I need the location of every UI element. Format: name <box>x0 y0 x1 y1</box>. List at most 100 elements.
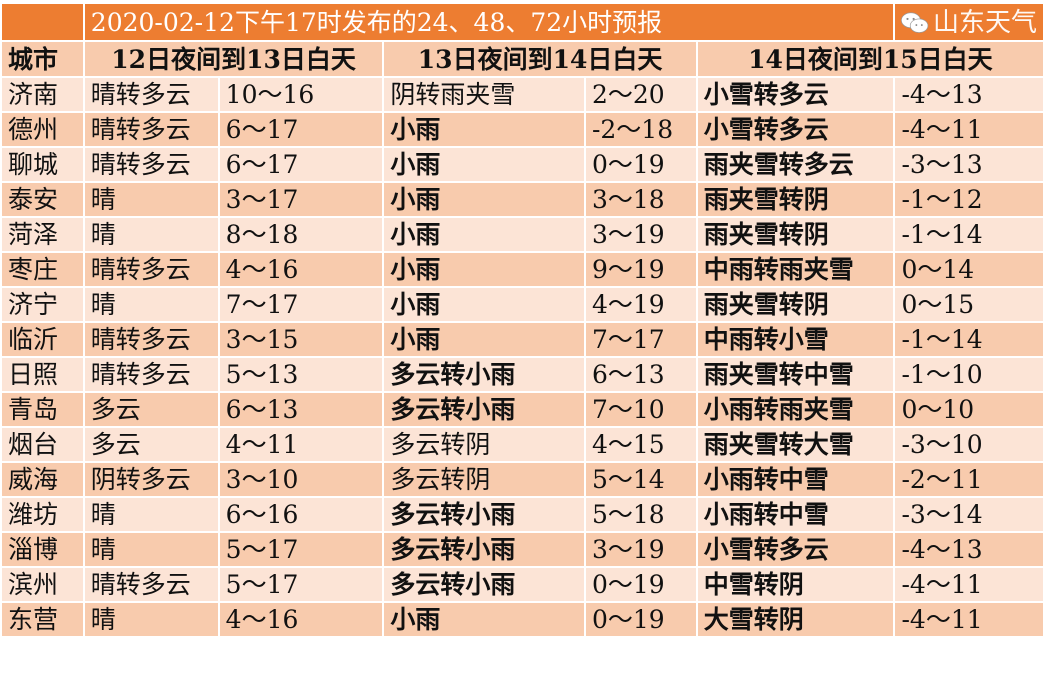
weather-period-3[interactable]: 小雨转中雪 <box>695 496 896 533</box>
temp-period-3[interactable]: -2～11 <box>893 461 1045 498</box>
weather-period-2[interactable]: 小雨 <box>382 216 586 253</box>
weather-period-1[interactable]: 晴转多云 <box>82 111 220 148</box>
temp-period-1[interactable]: 5～17 <box>217 566 385 603</box>
temp-period-3[interactable]: 0～15 <box>893 286 1045 323</box>
temp-period-2[interactable]: 0～19 <box>583 601 698 638</box>
weather-period-3[interactable]: 雨夹雪转大雪 <box>695 426 896 463</box>
temp-period-2[interactable]: 9～19 <box>583 251 698 288</box>
title-blank-cell[interactable] <box>0 2 85 42</box>
temp-period-2[interactable]: 4～15 <box>583 426 698 463</box>
temp-period-1[interactable]: 3～15 <box>217 321 385 358</box>
table-title[interactable]: 2020-02-12下午17时发布的24、48、72小时预报 <box>82 2 896 42</box>
temp-period-1[interactable]: 8～18 <box>217 216 385 253</box>
weather-period-1[interactable]: 阴转多云 <box>82 461 220 498</box>
weather-period-3[interactable]: 大雪转阴 <box>695 601 896 638</box>
title-blank-cell[interactable] <box>893 2 1045 42</box>
weather-period-1[interactable]: 晴 <box>82 601 220 638</box>
weather-period-1[interactable]: 晴转多云 <box>82 566 220 603</box>
city-cell[interactable]: 菏泽 <box>0 216 85 253</box>
city-cell[interactable]: 滨州 <box>0 566 85 603</box>
city-cell[interactable]: 德州 <box>0 111 85 148</box>
temp-period-2[interactable]: 0～19 <box>583 146 698 183</box>
weather-period-2[interactable]: 多云转阴 <box>382 426 586 463</box>
weather-period-1[interactable]: 晴转多云 <box>82 251 220 288</box>
weather-period-3[interactable]: 雨夹雪转多云 <box>695 146 896 183</box>
header-period-1[interactable]: 12日夜间到13日白天 <box>82 40 385 78</box>
temp-period-1[interactable]: 4～16 <box>217 601 385 638</box>
city-cell[interactable]: 临沂 <box>0 321 85 358</box>
weather-period-1[interactable]: 晴转多云 <box>82 356 220 393</box>
weather-period-3[interactable]: 小雪转多云 <box>695 76 896 113</box>
temp-period-2[interactable]: 2～20 <box>583 76 698 113</box>
temp-period-1[interactable]: 10～16 <box>217 76 385 113</box>
weather-period-1[interactable]: 晴 <box>82 531 220 568</box>
city-cell[interactable]: 日照 <box>0 356 85 393</box>
temp-period-3[interactable]: -1～10 <box>893 356 1045 393</box>
temp-period-2[interactable]: 3～19 <box>583 216 698 253</box>
weather-period-3[interactable]: 小雨转中雪 <box>695 461 896 498</box>
weather-period-1[interactable]: 晴 <box>82 216 220 253</box>
weather-period-3[interactable]: 雨夹雪转阴 <box>695 216 896 253</box>
weather-period-3[interactable]: 小雪转多云 <box>695 531 896 568</box>
header-city[interactable]: 城市 <box>0 40 85 78</box>
weather-period-2[interactable]: 多云转小雨 <box>382 391 586 428</box>
temp-period-3[interactable]: -3～14 <box>893 496 1045 533</box>
weather-period-1[interactable]: 晴 <box>82 496 220 533</box>
weather-period-1[interactable]: 多云 <box>82 426 220 463</box>
weather-period-3[interactable]: 雨夹雪转阴 <box>695 286 896 323</box>
city-cell[interactable]: 泰安 <box>0 181 85 218</box>
temp-period-1[interactable]: 3～17 <box>217 181 385 218</box>
temp-period-1[interactable]: 6～17 <box>217 111 385 148</box>
temp-period-2[interactable]: 5～14 <box>583 461 698 498</box>
temp-period-1[interactable]: 7～17 <box>217 286 385 323</box>
city-cell[interactable]: 潍坊 <box>0 496 85 533</box>
weather-period-3[interactable]: 小雪转多云 <box>695 111 896 148</box>
weather-period-2[interactable]: 小雨 <box>382 181 586 218</box>
temp-period-2[interactable]: 0～19 <box>583 566 698 603</box>
weather-period-1[interactable]: 多云 <box>82 391 220 428</box>
temp-period-1[interactable]: 5～13 <box>217 356 385 393</box>
weather-period-1[interactable]: 晴转多云 <box>82 321 220 358</box>
temp-period-3[interactable]: -4～11 <box>893 111 1045 148</box>
weather-period-2[interactable]: 多云转阴 <box>382 461 586 498</box>
city-cell[interactable]: 聊城 <box>0 146 85 183</box>
temp-period-1[interactable]: 6～17 <box>217 146 385 183</box>
temp-period-2[interactable]: 7～17 <box>583 321 698 358</box>
weather-period-3[interactable]: 小雨转雨夹雪 <box>695 391 896 428</box>
city-cell[interactable]: 东营 <box>0 601 85 638</box>
temp-period-3[interactable]: -4～13 <box>893 531 1045 568</box>
temp-period-3[interactable]: -1～14 <box>893 321 1045 358</box>
weather-period-2[interactable]: 多云转小雨 <box>382 356 586 393</box>
temp-period-1[interactable]: 5～17 <box>217 531 385 568</box>
temp-period-1[interactable]: 3～10 <box>217 461 385 498</box>
weather-period-2[interactable]: 小雨 <box>382 601 586 638</box>
weather-period-1[interactable]: 晴 <box>82 181 220 218</box>
temp-period-2[interactable]: 3～19 <box>583 531 698 568</box>
temp-period-2[interactable]: 4～19 <box>583 286 698 323</box>
weather-period-2[interactable]: 小雨 <box>382 251 586 288</box>
weather-period-3[interactable]: 雨夹雪转阴 <box>695 181 896 218</box>
weather-period-3[interactable]: 雨夹雪转中雪 <box>695 356 896 393</box>
weather-period-3[interactable]: 中雨转小雪 <box>695 321 896 358</box>
temp-period-2[interactable]: 6～13 <box>583 356 698 393</box>
weather-period-1[interactable]: 晴转多云 <box>82 76 220 113</box>
temp-period-2[interactable]: 5～18 <box>583 496 698 533</box>
temp-period-1[interactable]: 4～16 <box>217 251 385 288</box>
temp-period-1[interactable]: 4～11 <box>217 426 385 463</box>
temp-period-3[interactable]: 0～10 <box>893 391 1045 428</box>
temp-period-2[interactable]: 7～10 <box>583 391 698 428</box>
weather-period-1[interactable]: 晴转多云 <box>82 146 220 183</box>
temp-period-3[interactable]: 0～14 <box>893 251 1045 288</box>
weather-period-3[interactable]: 中雨转雨夹雪 <box>695 251 896 288</box>
temp-period-2[interactable]: -2～18 <box>583 111 698 148</box>
temp-period-1[interactable]: 6～16 <box>217 496 385 533</box>
weather-period-2[interactable]: 小雨 <box>382 146 586 183</box>
temp-period-3[interactable]: -1～12 <box>893 181 1045 218</box>
temp-period-1[interactable]: 6～13 <box>217 391 385 428</box>
temp-period-3[interactable]: -4～11 <box>893 566 1045 603</box>
weather-period-3[interactable]: 中雪转阴 <box>695 566 896 603</box>
weather-period-2[interactable]: 多云转小雨 <box>382 496 586 533</box>
temp-period-3[interactable]: -4～11 <box>893 601 1045 638</box>
header-period-2[interactable]: 13日夜间到14日白天 <box>382 40 698 78</box>
weather-period-2[interactable]: 小雨 <box>382 286 586 323</box>
